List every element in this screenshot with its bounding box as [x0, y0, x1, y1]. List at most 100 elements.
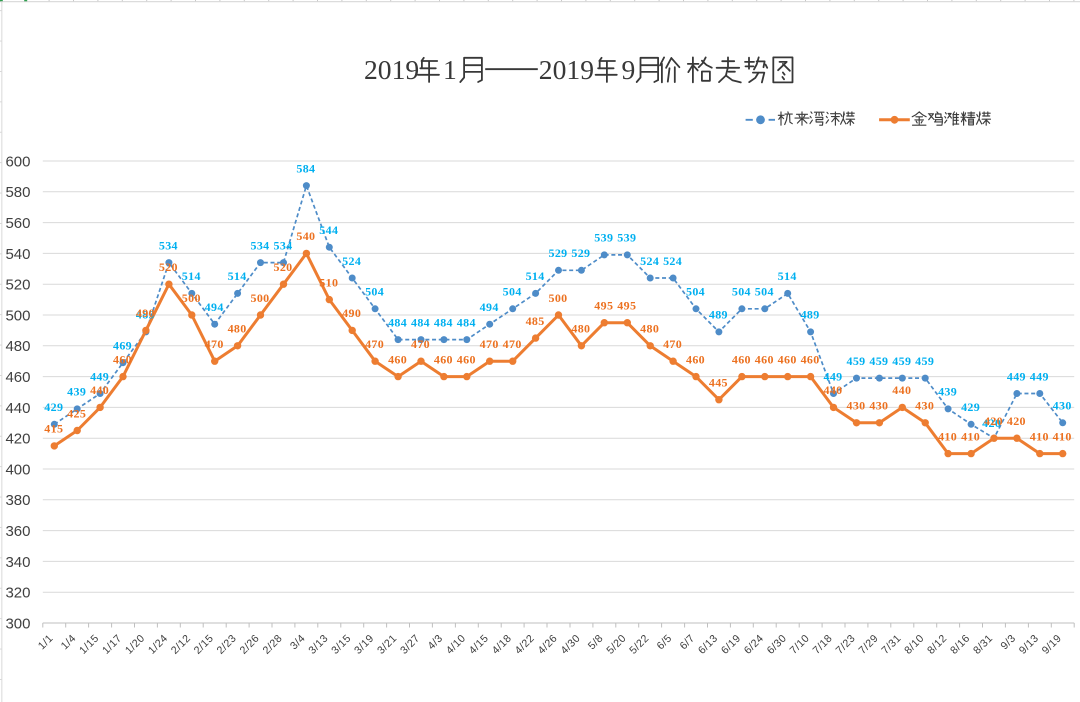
svg-text:420: 420	[982, 416, 1001, 430]
svg-text:520: 520	[159, 260, 178, 274]
svg-text:460: 460	[5, 369, 30, 386]
svg-text:504: 504	[755, 285, 774, 299]
svg-text:420: 420	[984, 414, 1003, 428]
svg-text:514: 514	[228, 269, 247, 283]
svg-text:520: 520	[273, 260, 292, 274]
svg-text:584: 584	[296, 161, 315, 175]
svg-text:490: 490	[136, 306, 155, 320]
svg-text:484: 484	[434, 315, 453, 329]
svg-text:470: 470	[411, 337, 430, 351]
svg-text:524: 524	[342, 254, 361, 268]
svg-text:534: 534	[273, 238, 292, 252]
svg-text:429: 429	[961, 400, 980, 414]
svg-text:494: 494	[480, 300, 499, 314]
svg-text:510: 510	[319, 275, 338, 289]
svg-text:489: 489	[709, 308, 728, 322]
svg-text:420: 420	[5, 431, 30, 448]
svg-text:480: 480	[228, 322, 247, 336]
svg-text:580: 580	[5, 184, 30, 201]
svg-text:504: 504	[365, 285, 384, 299]
svg-text:300: 300	[5, 615, 30, 632]
svg-text:514: 514	[182, 269, 201, 283]
svg-text:2019: 2019	[364, 54, 419, 85]
svg-text:470: 470	[503, 337, 522, 351]
svg-text:449: 449	[90, 369, 109, 383]
svg-text:415: 415	[44, 422, 63, 436]
svg-text:494: 494	[205, 300, 224, 314]
svg-text:459: 459	[892, 354, 911, 368]
svg-text:485: 485	[526, 314, 545, 328]
svg-text:480: 480	[571, 322, 590, 336]
svg-text:500: 500	[548, 291, 567, 305]
svg-text:520: 520	[5, 277, 30, 294]
svg-text:514: 514	[778, 269, 797, 283]
svg-text:560: 560	[5, 215, 30, 232]
svg-text:9: 9	[622, 54, 636, 85]
svg-text:440: 440	[892, 383, 911, 397]
svg-text:495: 495	[617, 299, 636, 313]
svg-text:489: 489	[136, 308, 155, 322]
svg-text:484: 484	[457, 315, 476, 329]
svg-text:459: 459	[846, 354, 865, 368]
svg-text:470: 470	[663, 337, 682, 351]
svg-text:484: 484	[388, 315, 407, 329]
svg-text:380: 380	[5, 492, 30, 509]
svg-text:460: 460	[388, 352, 407, 366]
svg-text:540: 540	[5, 246, 30, 263]
svg-text:410: 410	[1030, 429, 1049, 443]
svg-text:440: 440	[823, 383, 842, 397]
svg-text:460: 460	[755, 352, 774, 366]
svg-text:484: 484	[411, 315, 430, 329]
svg-text:445: 445	[709, 376, 728, 390]
svg-text:449: 449	[823, 369, 842, 383]
svg-text:460: 460	[778, 352, 797, 366]
svg-text:470: 470	[365, 337, 384, 351]
svg-text:430: 430	[1053, 399, 1072, 413]
svg-text:600: 600	[5, 153, 30, 170]
svg-text:410: 410	[961, 429, 980, 443]
svg-text:490: 490	[342, 306, 361, 320]
svg-text:500: 500	[182, 291, 201, 305]
svg-text:529: 529	[571, 246, 590, 260]
svg-text:459: 459	[915, 354, 934, 368]
svg-text:495: 495	[594, 299, 613, 313]
svg-text:460: 460	[113, 352, 132, 366]
svg-text:539: 539	[617, 231, 636, 245]
svg-text:410: 410	[1053, 429, 1072, 443]
svg-text:524: 524	[640, 254, 659, 268]
svg-text:460: 460	[686, 352, 705, 366]
svg-text:449: 449	[1007, 369, 1026, 383]
svg-text:480: 480	[640, 322, 659, 336]
svg-text:524: 524	[663, 254, 682, 268]
svg-text:469: 469	[113, 339, 132, 353]
svg-text:425: 425	[67, 406, 86, 420]
svg-text:439: 439	[938, 385, 957, 399]
svg-text:460: 460	[801, 352, 820, 366]
svg-text:430: 430	[846, 399, 865, 413]
svg-text:500: 500	[5, 307, 30, 324]
svg-text:489: 489	[801, 308, 820, 322]
svg-text:400: 400	[5, 461, 30, 478]
svg-text:460: 460	[457, 352, 476, 366]
svg-text:540: 540	[296, 229, 315, 243]
svg-text:420: 420	[1007, 414, 1026, 428]
svg-text:504: 504	[503, 285, 522, 299]
svg-text:534: 534	[159, 238, 178, 252]
svg-text:1: 1	[443, 54, 457, 85]
svg-text:539: 539	[594, 231, 613, 245]
svg-text:449: 449	[1030, 369, 1049, 383]
svg-text:360: 360	[5, 523, 30, 540]
svg-text:500: 500	[250, 291, 269, 305]
svg-text:460: 460	[732, 352, 751, 366]
svg-text:440: 440	[5, 400, 30, 417]
svg-text:480: 480	[5, 338, 30, 355]
svg-text:410: 410	[938, 429, 957, 443]
svg-text:429: 429	[44, 400, 63, 414]
svg-text:459: 459	[869, 354, 888, 368]
svg-text:440: 440	[90, 383, 109, 397]
svg-text:460: 460	[434, 352, 453, 366]
svg-text:470: 470	[480, 337, 499, 351]
svg-text:544: 544	[319, 223, 338, 237]
svg-text:470: 470	[205, 337, 224, 351]
svg-text:430: 430	[869, 399, 888, 413]
